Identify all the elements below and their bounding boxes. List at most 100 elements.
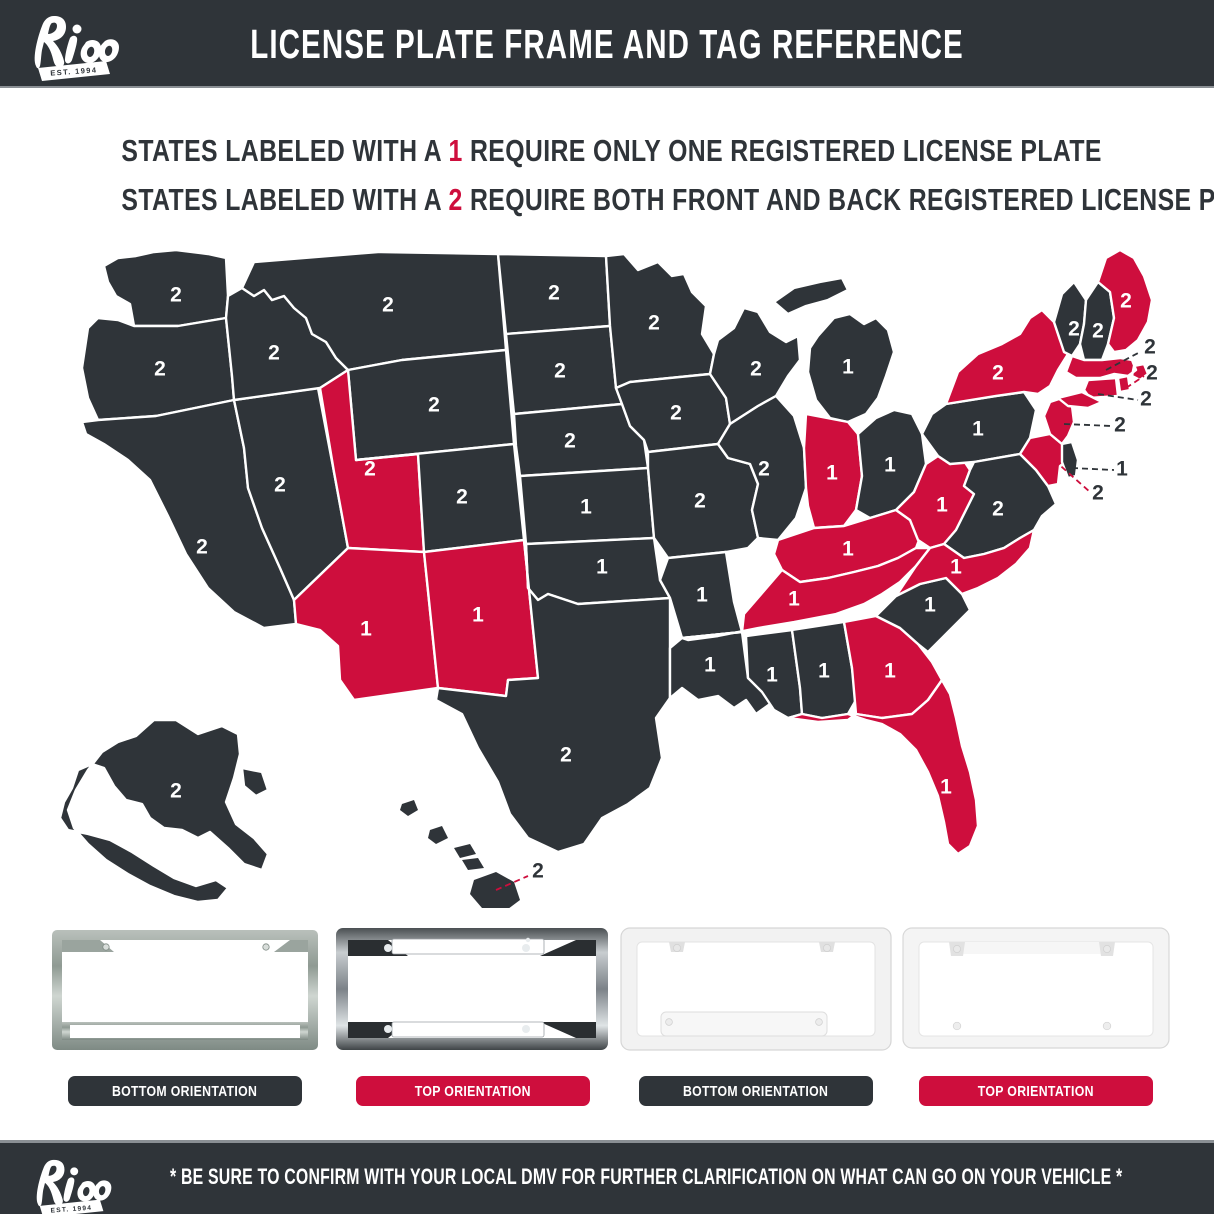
- brand-logo: EST. 1994: [18, 6, 122, 84]
- state-MN: [604, 252, 716, 390]
- state-label-MO: 2: [694, 490, 706, 513]
- state-label-IL: 2: [758, 458, 770, 481]
- state-label-IN: 1: [826, 462, 838, 485]
- state-NY: [944, 308, 1070, 406]
- state-label-VT: 2: [1068, 318, 1080, 341]
- state-label-ND: 2: [548, 282, 560, 305]
- state-label-DE: 1: [1116, 458, 1128, 481]
- page-footer: EST. 1994 * BE SURE TO CONFIRM WITH YOUR…: [0, 1143, 1214, 1218]
- state-PA: [920, 390, 1038, 466]
- frame-badge-label-1: BOTTOM ORIENTATION: [112, 1082, 258, 1100]
- frame-image-white-bottom: [613, 918, 899, 1058]
- legend-line-two: STATES LABELED WITH A 2 REQUIRE BOTH FRO…: [121, 181, 1214, 219]
- footer-divider: [0, 1140, 1214, 1143]
- state-label-ID: 2: [268, 342, 280, 365]
- frame-badge-label-2: TOP ORIENTATION: [414, 1082, 532, 1100]
- frame-badge-label-4: TOP ORIENTATION: [977, 1082, 1095, 1100]
- state-CT: [1082, 376, 1120, 400]
- state-label-NM: 1: [472, 604, 484, 627]
- leader-line-MD: [1053, 459, 1091, 493]
- frame-image-chrome-top: [330, 918, 616, 1058]
- state-label-NC: 1: [950, 556, 962, 579]
- state-RI: [1116, 374, 1132, 394]
- state-HI: [400, 800, 520, 908]
- state-label-WV: 1: [936, 494, 948, 517]
- state-label-KY: 1: [842, 538, 854, 561]
- state-label-MS: 1: [766, 664, 778, 687]
- state-label-CA: 2: [196, 536, 208, 559]
- state-DE: [1060, 440, 1080, 480]
- legend-line-one: STATES LABELED WITH A 1 REQUIRE ONLY ONE…: [121, 132, 1101, 170]
- frame-item-3: BOTTOM ORIENTATION: [613, 918, 899, 1118]
- frame-item-1: BOTTOM ORIENTATION: [42, 918, 328, 1118]
- state-MI: [772, 276, 896, 424]
- leader-line-CT: [1097, 393, 1139, 401]
- state-label-OK: 1: [596, 556, 608, 579]
- brand-logo-footer: EST. 1994: [22, 1151, 114, 1218]
- leader-line-NJ: [1063, 423, 1113, 427]
- legend-line-one-before: STATES LABELED WITH A: [121, 133, 449, 168]
- header-divider: [0, 88, 1214, 92]
- state-label-OR: 2: [154, 358, 166, 381]
- leader-line-DE: [1071, 467, 1115, 471]
- state-label-UT: 2: [364, 458, 376, 481]
- state-label-TN: 1: [788, 588, 800, 611]
- state-label-MI: 1: [842, 356, 854, 379]
- state-MT: [240, 250, 508, 372]
- state-label-IA: 2: [670, 402, 682, 425]
- state-label-AR: 1: [696, 584, 708, 607]
- legend-line-two-after: REQUIRE BOTH FRONT AND BACK REGISTERED L…: [462, 182, 1214, 217]
- leader-line-RI: [1125, 375, 1145, 389]
- state-label-MN: 2: [648, 312, 660, 335]
- frame-gallery: BOTTOM ORIENTATION: [0, 918, 1214, 1118]
- leader-line-MA: [1105, 351, 1141, 371]
- state-label-HI: 2: [532, 860, 544, 883]
- state-label-NJ: 2: [1114, 414, 1126, 437]
- leader-line-HI: [495, 875, 529, 891]
- state-label-AZ: 1: [360, 618, 372, 641]
- state-label-NE: 2: [564, 430, 576, 453]
- state-label-CO: 2: [456, 486, 468, 509]
- state-MA: [1064, 354, 1150, 382]
- state-NC: [894, 528, 1036, 598]
- legend-key-one: 1: [448, 133, 463, 168]
- state-label-NY: 2: [992, 362, 1004, 385]
- state-label-ME: 2: [1120, 290, 1132, 313]
- state-label-VA: 2: [992, 498, 1004, 521]
- state-label-CT: 2: [1140, 388, 1152, 411]
- state-WA: [102, 248, 230, 328]
- state-FL: [772, 678, 980, 856]
- state-label-MT: 2: [382, 294, 394, 317]
- state-label-RI: 2: [1146, 362, 1158, 385]
- state-label-SD: 2: [554, 360, 566, 383]
- legend-line-two-before: STATES LABELED WITH A: [121, 182, 449, 217]
- state-label-PA: 1: [972, 418, 984, 441]
- legend-explanation: STATES LABELED WITH A 1 REQUIRE ONLY ONE…: [0, 132, 1214, 219]
- state-ME: [1096, 248, 1154, 354]
- state-label-AK: 2: [170, 780, 182, 803]
- state-label-NV: 2: [274, 474, 286, 497]
- state-label-GA: 1: [884, 660, 896, 683]
- page-title: LICENSE PLATE FRAME AND TAG REFERENCE: [250, 20, 964, 67]
- state-label-KS: 1: [580, 496, 592, 519]
- state-label-LA: 1: [704, 654, 716, 677]
- frame-badge-4: TOP ORIENTATION: [919, 1076, 1153, 1106]
- frame-image-chrome-bottom: [42, 918, 328, 1058]
- footer-disclaimer: * BE SURE TO CONFIRM WITH YOUR LOCAL DMV…: [169, 1164, 1123, 1189]
- state-AK: [58, 718, 270, 904]
- us-map: 2 2 2 2 2 2 2 2 2 1 1 2 2 2 1 1 2 2 2 2 …: [58, 248, 1158, 908]
- state-label-WI: 2: [750, 358, 762, 381]
- brand-tagline: EST. 1994: [50, 65, 98, 77]
- state-label-AL: 1: [818, 660, 830, 683]
- legend-key-two: 2: [448, 182, 463, 217]
- state-label-FL: 1: [940, 776, 952, 799]
- state-label-SC: 1: [924, 594, 936, 617]
- frame-item-4: TOP ORIENTATION: [893, 918, 1179, 1118]
- state-TX: [434, 538, 672, 854]
- brand-tagline-footer: EST. 1994: [50, 1205, 92, 1215]
- header-divider-gray: [0, 86, 1214, 88]
- state-label-MA: 2: [1144, 336, 1156, 359]
- frame-badge-3: BOTTOM ORIENTATION: [639, 1076, 873, 1106]
- frame-badge-label-3: BOTTOM ORIENTATION: [683, 1082, 829, 1100]
- state-NY-long-island: [1056, 390, 1104, 410]
